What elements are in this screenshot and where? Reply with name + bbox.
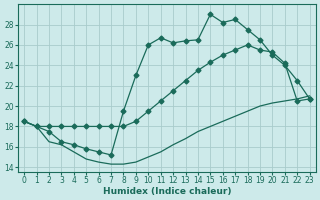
- X-axis label: Humidex (Indice chaleur): Humidex (Indice chaleur): [103, 187, 231, 196]
